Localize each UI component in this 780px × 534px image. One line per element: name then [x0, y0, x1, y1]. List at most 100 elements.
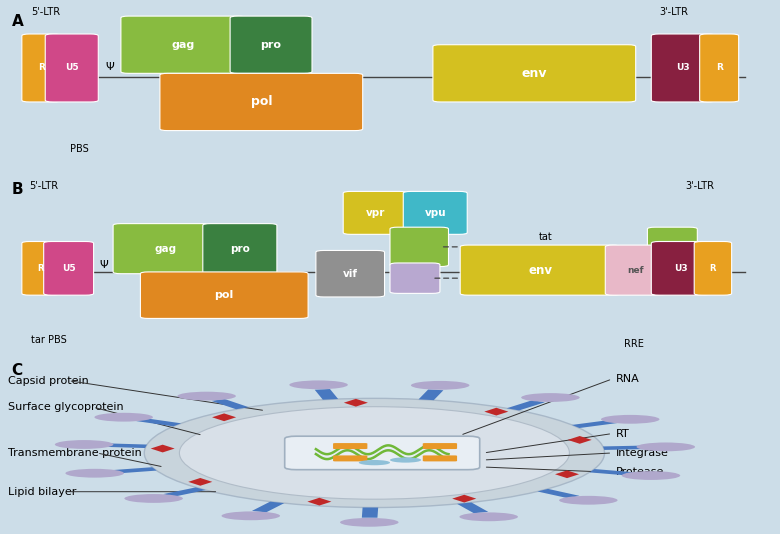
FancyBboxPatch shape: [651, 34, 715, 102]
FancyBboxPatch shape: [160, 73, 363, 131]
Text: Surface glycoprotein: Surface glycoprotein: [8, 402, 123, 412]
FancyBboxPatch shape: [647, 227, 697, 266]
FancyBboxPatch shape: [694, 241, 732, 295]
FancyBboxPatch shape: [285, 436, 480, 470]
Text: 3'-LTR: 3'-LTR: [659, 7, 688, 17]
Text: U3: U3: [674, 264, 687, 273]
Text: nef: nef: [627, 265, 644, 274]
FancyBboxPatch shape: [651, 241, 710, 295]
Polygon shape: [603, 445, 647, 450]
Polygon shape: [111, 467, 157, 474]
Text: RT: RT: [616, 429, 630, 438]
Polygon shape: [136, 418, 181, 426]
Ellipse shape: [94, 413, 153, 422]
FancyBboxPatch shape: [44, 241, 94, 295]
Polygon shape: [212, 413, 236, 421]
Ellipse shape: [559, 496, 618, 505]
Text: gag: gag: [154, 244, 177, 254]
Text: pro: pro: [261, 40, 282, 50]
FancyBboxPatch shape: [230, 16, 312, 73]
Polygon shape: [344, 399, 368, 406]
Ellipse shape: [144, 398, 604, 507]
Text: A: A: [12, 14, 23, 29]
Ellipse shape: [289, 380, 348, 389]
Text: PBS: PBS: [70, 144, 89, 154]
Polygon shape: [151, 445, 175, 452]
Polygon shape: [314, 389, 339, 399]
Polygon shape: [537, 489, 580, 498]
Text: 5'-LTR: 5'-LTR: [31, 7, 60, 17]
Text: vpr: vpr: [366, 208, 385, 218]
Text: R: R: [38, 64, 44, 73]
Ellipse shape: [390, 457, 421, 462]
Text: U5: U5: [62, 264, 76, 273]
FancyBboxPatch shape: [608, 263, 666, 293]
FancyBboxPatch shape: [22, 241, 59, 295]
Text: tat: tat: [539, 232, 553, 242]
Polygon shape: [457, 502, 488, 513]
Polygon shape: [555, 470, 579, 478]
Text: Protease: Protease: [616, 467, 665, 477]
Polygon shape: [572, 420, 617, 428]
Text: B: B: [12, 183, 23, 198]
Text: R: R: [716, 64, 722, 73]
Polygon shape: [419, 389, 443, 400]
Polygon shape: [452, 495, 477, 502]
Text: 3'-LTR: 3'-LTR: [685, 180, 714, 191]
Ellipse shape: [66, 469, 124, 477]
Text: gag: gag: [172, 40, 195, 50]
Text: R: R: [37, 264, 44, 273]
Text: vif: vif: [342, 269, 358, 279]
FancyBboxPatch shape: [403, 191, 467, 234]
Polygon shape: [307, 498, 332, 506]
Text: Capsid protein: Capsid protein: [8, 376, 89, 386]
FancyBboxPatch shape: [113, 224, 218, 274]
Ellipse shape: [340, 518, 399, 527]
Text: tar PBS: tar PBS: [31, 335, 67, 345]
Ellipse shape: [177, 392, 236, 400]
Text: C: C: [12, 363, 23, 378]
Text: Lipid bilayer: Lipid bilayer: [8, 486, 76, 497]
Text: vpu: vpu: [424, 208, 446, 218]
Polygon shape: [211, 399, 249, 409]
Text: env: env: [528, 264, 552, 277]
FancyBboxPatch shape: [45, 34, 98, 102]
FancyBboxPatch shape: [700, 34, 739, 102]
Polygon shape: [252, 501, 284, 513]
FancyBboxPatch shape: [203, 224, 277, 274]
Polygon shape: [484, 408, 509, 415]
Text: RRE: RRE: [624, 339, 643, 349]
Polygon shape: [362, 507, 378, 518]
Text: Integrase: Integrase: [616, 448, 669, 458]
FancyBboxPatch shape: [433, 45, 636, 102]
Ellipse shape: [411, 381, 470, 390]
Text: Transmembrane protein: Transmembrane protein: [8, 448, 141, 458]
Ellipse shape: [622, 471, 680, 480]
Text: pol: pol: [215, 290, 234, 300]
Ellipse shape: [601, 415, 659, 423]
Ellipse shape: [222, 512, 280, 520]
FancyBboxPatch shape: [121, 16, 246, 73]
Text: R: R: [710, 264, 716, 273]
FancyBboxPatch shape: [22, 34, 61, 102]
Text: RNA: RNA: [616, 374, 640, 384]
FancyBboxPatch shape: [605, 245, 666, 295]
Ellipse shape: [636, 443, 695, 451]
Text: pro: pro: [230, 244, 250, 254]
Ellipse shape: [55, 440, 113, 449]
FancyBboxPatch shape: [140, 272, 308, 318]
Ellipse shape: [521, 393, 580, 402]
Text: Ψ: Ψ: [105, 62, 114, 72]
Text: pol: pol: [250, 96, 272, 108]
Text: U5: U5: [65, 64, 79, 73]
FancyBboxPatch shape: [333, 443, 367, 449]
FancyBboxPatch shape: [316, 250, 385, 297]
Ellipse shape: [459, 513, 518, 521]
Polygon shape: [188, 478, 212, 486]
Ellipse shape: [359, 460, 390, 465]
FancyBboxPatch shape: [460, 245, 620, 295]
Polygon shape: [568, 436, 592, 444]
Polygon shape: [102, 443, 147, 448]
FancyBboxPatch shape: [390, 227, 448, 266]
FancyBboxPatch shape: [343, 191, 407, 234]
